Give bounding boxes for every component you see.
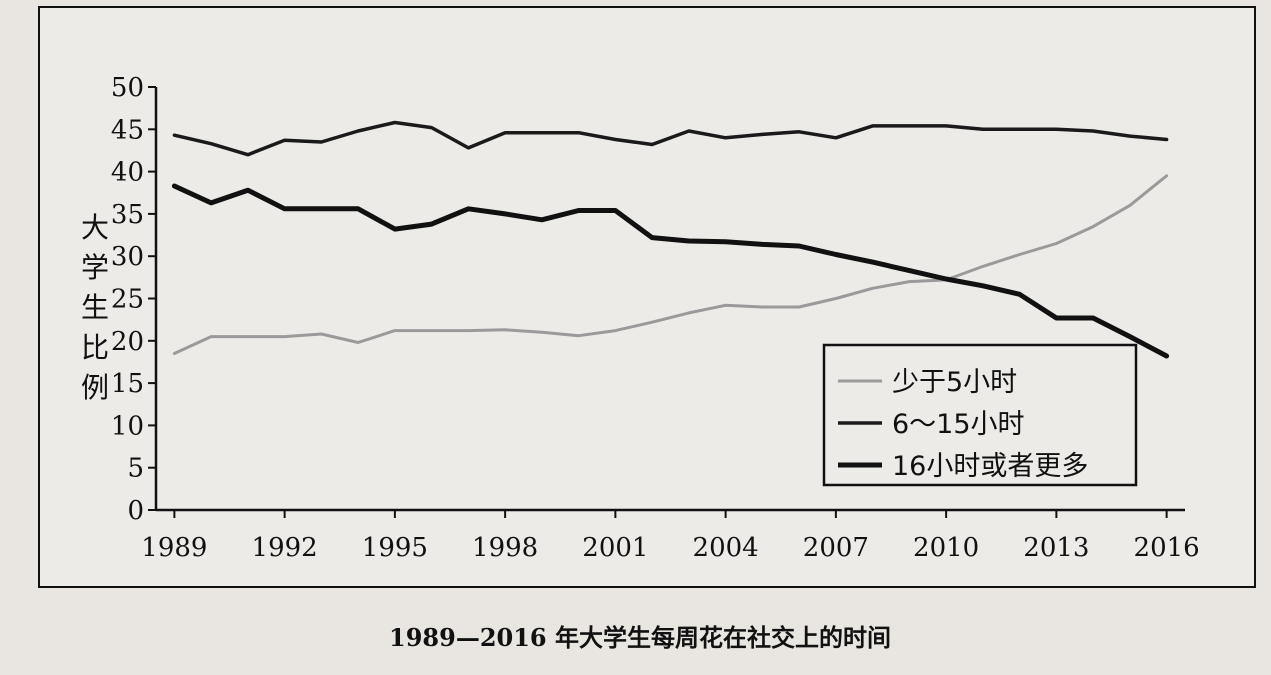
series-layer (171, 120, 1170, 359)
y-tick-label: 0 (127, 496, 144, 526)
series-line-0 (172, 174, 1169, 355)
legend-box (822, 343, 1138, 487)
legend-label: 少于5小时 (892, 367, 1017, 398)
y-axis-title: 大学生比例 (81, 211, 109, 404)
y-tick-label: 25 (111, 285, 144, 315)
y-tick-label: 20 (111, 327, 144, 357)
legend-label: 6～15小时 (892, 409, 1025, 440)
x-tick-label: 2016 (1134, 533, 1200, 563)
x-tick-label: 1995 (362, 533, 428, 563)
x-tick-label: 2001 (582, 533, 648, 563)
y-tick-label: 10 (111, 411, 144, 441)
x-tick-label: 2013 (1023, 533, 1089, 563)
y-tick-label: 30 (111, 242, 144, 272)
x-tick-label: 2010 (913, 533, 979, 563)
series-line-2 (171, 183, 1170, 359)
legend-label: 16小时或者更多 (892, 451, 1088, 482)
y-tick-label: 40 (111, 158, 144, 188)
y-tick-label: 45 (111, 115, 144, 145)
y-tick-label: 50 (111, 73, 144, 103)
chart-caption: 1989—2016 年大学生每周花在社交上的时间 (389, 623, 891, 652)
legend: 少于5小时 6～15小时 16小时或者更多 (822, 343, 1138, 487)
series-line-1 (172, 120, 1169, 157)
x-tick-label: 1998 (472, 533, 538, 563)
chart-frame (38, 6, 1256, 588)
y-axis-label: 大学生比例 (81, 211, 109, 404)
y-tick-label: 15 (111, 369, 144, 399)
x-tick-label: 1989 (141, 533, 207, 563)
y-tick-label: 5 (127, 454, 144, 484)
x-tick-label: 2007 (803, 533, 869, 563)
x-tick-label: 1992 (252, 533, 318, 563)
axes: 0 5 10 15 20 25 30 35 40 45 50 1989 1992 1995 1998 2001… (111, 73, 1200, 563)
y-tick-label: 35 (111, 200, 144, 230)
x-tick-label: 2004 (693, 533, 759, 563)
